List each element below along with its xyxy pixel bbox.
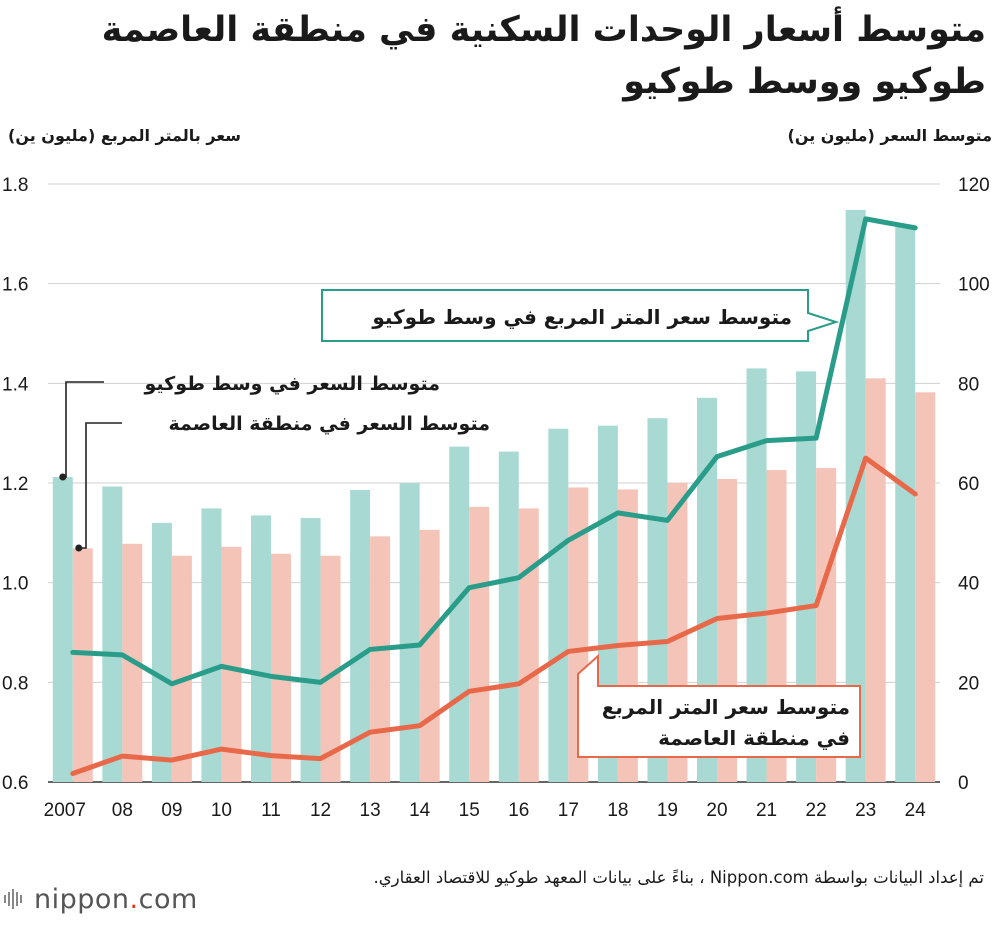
x-tick-label: 19 [657, 800, 678, 821]
x-tick-label: 10 [211, 800, 232, 821]
bar-center-price [300, 517, 321, 782]
bar-capital-price [915, 392, 936, 782]
left-axis-title: سعر بالمتر المربع (مليون ين) [8, 126, 242, 145]
right-tick-label: 20 [958, 673, 979, 694]
bar-capital-price [370, 536, 391, 782]
bar-capital-price [171, 555, 192, 782]
chart-title: متوسط أسعار الوحدات السكنية في منطقة الع… [101, 10, 986, 102]
bar-capital-price [518, 508, 539, 782]
x-tick-label: 20 [706, 800, 727, 821]
chart-canvas: 0.6 0.8 1.0 1.2 1.4 1.6 1.8 0 20 40 60 80 100 120 2007… [2, 175, 990, 821]
x-tick-label: 17 [558, 800, 579, 821]
bar-center-price [449, 446, 470, 782]
x-tick-label: 09 [161, 800, 182, 821]
logo-bars-icon [4, 885, 30, 909]
bar-center-price [52, 477, 73, 782]
bar-center-price [399, 483, 420, 782]
bar-capital-price [419, 529, 440, 782]
leader-dot [59, 473, 67, 481]
bar-center-price [151, 522, 172, 782]
bar-center-price [548, 428, 569, 782]
bar-center-price [350, 489, 371, 782]
bar-center-price [895, 226, 916, 782]
nippon-logo: nippon.com [4, 884, 198, 915]
right-axis-title: متوسط السعر (مليون ين) [787, 126, 993, 145]
right-tick-label: 100 [958, 275, 990, 296]
x-tick-label: 15 [459, 800, 480, 821]
line-center-sqm [70, 216, 918, 687]
callout-box-capital-sqm [577, 653, 861, 758]
label-capital-sqm-line1: متوسط سعر المتر المربع [602, 695, 850, 719]
left-tick-label: 1.4 [2, 374, 29, 395]
x-tick-label: 23 [855, 800, 876, 821]
bar-center-price [845, 209, 866, 782]
left-tick-label: 1.2 [2, 474, 28, 495]
x-tick-label: 16 [508, 800, 529, 821]
x-tick-label: 14 [409, 800, 431, 821]
bar-capital-price [469, 506, 490, 782]
x-tick-label: 18 [607, 800, 628, 821]
left-tick-label: 1.0 [2, 574, 28, 595]
bar-center-price [201, 508, 222, 782]
bar-capital-price [72, 548, 93, 782]
bar-center-price [796, 371, 817, 782]
bar-capital-price [865, 378, 886, 782]
left-tick-label: 1.8 [2, 175, 28, 196]
left-tick-label: 0.6 [2, 773, 28, 794]
left-tick-label: 1.6 [2, 275, 28, 296]
right-tick-label: 0 [958, 773, 969, 794]
bar-center-price [102, 486, 123, 782]
label-center-sqm: متوسط سعر المتر المربع في وسط طوكيو [371, 305, 792, 330]
x-tick-label: 12 [310, 800, 331, 821]
source-note: تم إعداد البيانات بواسطة Nippon.com ، بن… [373, 868, 985, 887]
x-tick-label: 13 [360, 800, 381, 821]
x-tick-label: 22 [806, 800, 827, 821]
logo-dot: . [129, 884, 139, 915]
right-tick-label: 60 [958, 474, 979, 495]
bar-capital-price [221, 546, 242, 782]
bar-center-price [498, 451, 519, 782]
bar-center-price [746, 368, 767, 782]
x-tick-label: 24 [905, 800, 927, 821]
logo-text: nippon [34, 884, 130, 915]
bar-capital-price [271, 553, 291, 782]
leader-dot [75, 544, 83, 552]
bar-capital-price [320, 555, 341, 782]
callout-box-center-sqm [321, 289, 840, 342]
x-tick-label: 08 [112, 800, 133, 821]
x-tick-label: 21 [756, 800, 777, 821]
right-tick-label: 80 [958, 374, 979, 395]
logo-suffix: com [138, 884, 198, 915]
left-tick-label: 0.8 [2, 673, 28, 694]
label-center-price: متوسط السعر في وسط طوكيو [144, 373, 440, 395]
bar-center-price [251, 515, 271, 782]
x-tick-label: 2007 [44, 800, 86, 821]
x-tick-label: 11 [261, 800, 281, 821]
leader-capital-price [78, 422, 122, 549]
label-capital-sqm-line2: في منطقة العاصمة [658, 726, 850, 751]
line-capital-sqm [70, 455, 918, 777]
label-capital-price: متوسط السعر في منطقة العاصمة [169, 413, 490, 435]
right-tick-label: 120 [958, 175, 990, 196]
right-tick-label: 40 [958, 574, 979, 595]
leader-center-price [62, 381, 104, 478]
